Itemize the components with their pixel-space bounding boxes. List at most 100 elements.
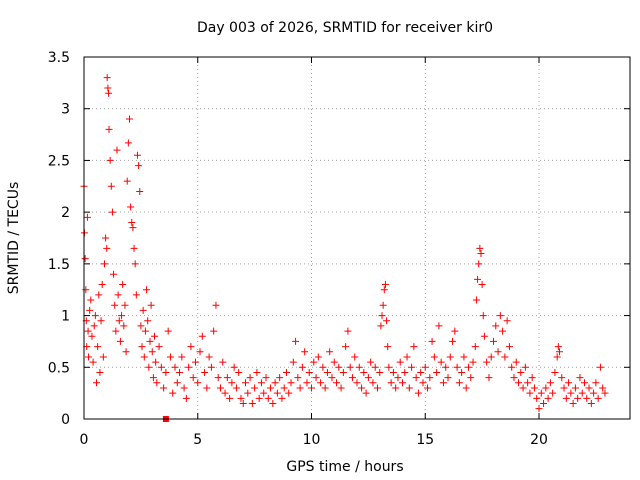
data-point: [242, 379, 250, 387]
data-point: [86, 306, 94, 314]
data-point: [87, 296, 95, 304]
data-point: [542, 384, 550, 392]
data-point: [303, 379, 311, 387]
data-point: [554, 343, 562, 351]
data-point: [544, 394, 552, 402]
data-point: [530, 384, 538, 392]
data-point: [141, 327, 149, 335]
data-point: [339, 368, 347, 376]
data-point: [83, 213, 91, 221]
data-point: [107, 182, 115, 190]
data-point: [267, 384, 275, 392]
data-point: [149, 374, 157, 382]
data-point: [185, 363, 193, 371]
data-point: [126, 115, 133, 123]
data-points: [80, 74, 609, 422]
data-point: [278, 394, 286, 402]
data-point: [540, 399, 548, 407]
data-point: [412, 374, 420, 382]
data-point: [351, 353, 359, 361]
data-point: [189, 374, 197, 382]
data-point: [287, 379, 295, 387]
x-axis-label: GPS time / hours: [286, 459, 403, 475]
data-point: [571, 384, 579, 392]
data-point: [471, 343, 479, 351]
data-point: [169, 389, 177, 397]
data-point: [144, 317, 152, 325]
data-point: [333, 379, 341, 387]
data-point: [96, 368, 104, 376]
grid-lines: [84, 57, 630, 419]
data-point: [477, 250, 485, 258]
data-point: [335, 363, 343, 371]
data-point: [214, 374, 222, 382]
data-point: [549, 389, 557, 397]
data-point: [317, 379, 325, 387]
data-point: [136, 187, 144, 195]
data-point: [210, 327, 218, 335]
data-point: [583, 394, 591, 402]
data-point: [569, 399, 577, 407]
data-point: [93, 379, 101, 387]
data-point: [512, 358, 520, 366]
data-point: [148, 348, 156, 356]
data-point: [187, 343, 195, 351]
data-point: [480, 332, 488, 340]
data-point: [578, 389, 586, 397]
data-point: [115, 317, 123, 325]
data-point: [362, 389, 370, 397]
data-point: [248, 399, 256, 407]
data-point: [394, 374, 402, 382]
data-point: [251, 384, 259, 392]
data-point: [435, 322, 443, 330]
data-point: [383, 317, 391, 325]
data-point: [118, 312, 126, 320]
y-axis-ticks: 0 0.5 1 1.5 2 2.5 3 3.5: [48, 50, 630, 428]
data-point: [119, 281, 127, 289]
data-point: [235, 368, 243, 376]
data-point: [358, 384, 366, 392]
data-point: [310, 358, 318, 366]
data-point: [176, 368, 184, 376]
data-point: [124, 139, 132, 147]
data-point: [455, 379, 463, 387]
data-point: [84, 327, 92, 335]
data-point: [385, 363, 393, 371]
data-point: [98, 281, 106, 289]
data-point: [499, 327, 507, 335]
data-point: [121, 301, 129, 309]
data-point: [128, 218, 136, 226]
data-point: [217, 384, 224, 392]
data-point: [212, 301, 220, 309]
data-point: [380, 286, 388, 294]
data-point: [305, 368, 313, 376]
data-point: [207, 363, 215, 371]
data-point: [114, 291, 122, 299]
data-point: [396, 358, 404, 366]
plot-frame: [83, 56, 631, 420]
data-point: [344, 327, 352, 335]
data-point: [166, 353, 174, 361]
data-point: [355, 363, 363, 371]
data-point: [82, 286, 90, 294]
data-point: [143, 286, 151, 294]
data-point: [428, 337, 436, 345]
data-point: [496, 312, 504, 320]
y-tick-label: 0.5: [48, 360, 70, 376]
data-point: [301, 348, 309, 356]
y-tick-label: 1.5: [48, 257, 70, 273]
data-point: [601, 389, 609, 397]
data-point: [567, 389, 575, 397]
data-point: [105, 125, 113, 133]
y-tick-label: 3: [61, 102, 70, 118]
data-point: [89, 358, 97, 366]
data-point: [203, 384, 211, 392]
data-point: [198, 332, 206, 340]
data-point: [574, 394, 582, 402]
data-point: [533, 394, 541, 402]
data-point: [105, 89, 113, 97]
data-point: [127, 203, 135, 211]
data-point: [135, 162, 143, 170]
data-point: [155, 343, 163, 351]
chart-title: Day 003 of 2026, SRMTID for receiver kir…: [197, 20, 493, 36]
